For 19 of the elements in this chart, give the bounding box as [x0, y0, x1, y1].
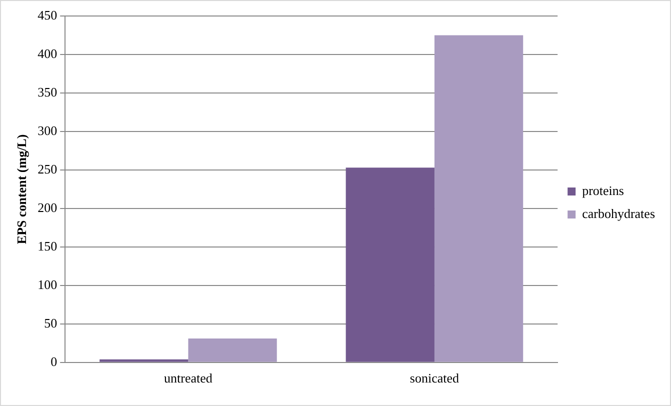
y-tick-label: 450 — [38, 7, 58, 22]
y-tick-label: 300 — [38, 122, 58, 138]
legend-label: carbohydrates — [582, 206, 656, 221]
bar — [346, 168, 434, 362]
y-tick-label: 0 — [50, 354, 58, 369]
bar — [188, 338, 277, 362]
y-tick-label: 100 — [38, 276, 58, 292]
bar — [100, 359, 188, 362]
y-tick-label: 350 — [38, 84, 58, 100]
y-tick-label: 50 — [44, 315, 58, 330]
y-tick-label: 200 — [38, 200, 58, 215]
x-tick-label: sonicated — [410, 370, 460, 386]
y-tick-label: 400 — [38, 46, 58, 61]
y-tick-label: 250 — [38, 161, 58, 176]
legend-label: proteins — [582, 182, 624, 198]
bar — [434, 35, 524, 362]
y-axis-title: EPS content (mg/L) — [14, 134, 30, 244]
x-tick-label: untreated — [164, 370, 213, 386]
y-tick-label: 150 — [38, 238, 58, 254]
